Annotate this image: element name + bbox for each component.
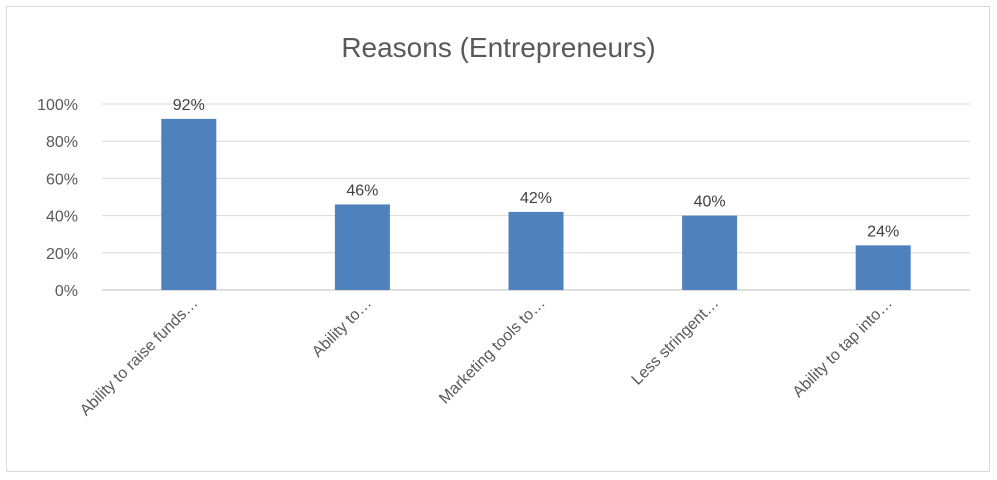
data-label: 92% [173,97,205,114]
y-tick-label: 40% [46,209,78,226]
bar [508,211,564,290]
x-tick-label: Ability to… [309,295,375,361]
chart-title: Reasons (Entrepreneurs) [341,32,656,63]
bar [161,118,217,290]
y-tick-label: 0% [55,283,78,300]
x-tick-label: Ability to tap into… [790,295,896,401]
x-tick-label: Less stringent… [629,295,723,389]
bar [334,204,390,290]
x-tick-label: Ability to raise funds… [77,295,202,420]
y-tick-label: 100% [37,97,78,114]
bar [855,245,911,290]
data-label: 42% [520,190,552,207]
y-tick-label: 60% [46,171,78,188]
data-label: 40% [694,194,726,211]
data-label: 24% [867,223,899,240]
y-tick-label: 80% [46,134,78,151]
bar [682,215,738,290]
x-tick-label: Marketing tools to… [436,295,549,408]
data-label: 46% [346,182,378,199]
y-tick-label: 20% [46,246,78,263]
